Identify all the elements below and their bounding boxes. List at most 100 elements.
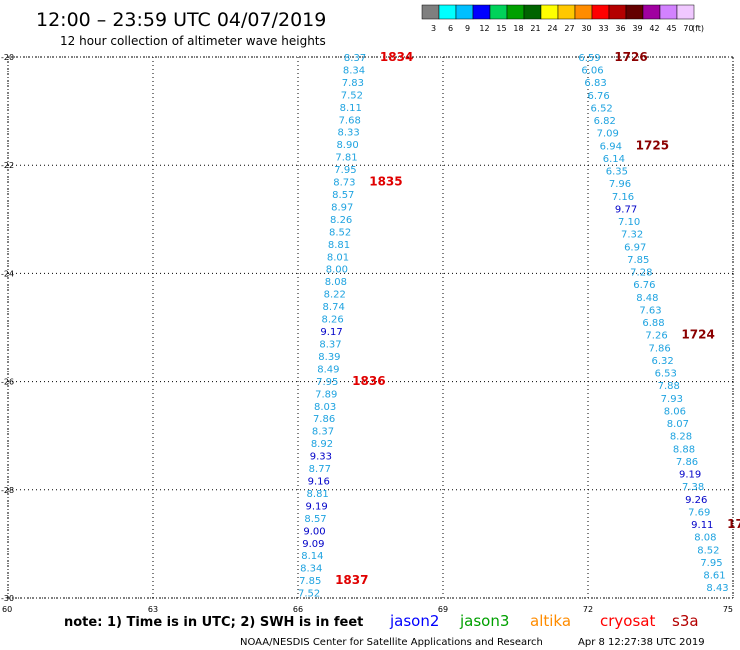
wave-height-value: 9.11 xyxy=(691,520,713,531)
legend-label: 12 xyxy=(479,24,489,33)
legend-label: 6 xyxy=(448,24,453,33)
legend-label: (ft) xyxy=(692,24,704,33)
time-label: 1837 xyxy=(335,573,368,587)
legend-swatch xyxy=(506,4,525,20)
wave-height-value: 8.73 xyxy=(333,178,355,189)
x-tick-label: 72 xyxy=(583,605,593,614)
color-scale-legend: 3 6 9 12 15 18 21 24 27 30 33 36 39 42 45 70(ft) xyxy=(421,4,704,33)
wave-height-value: 8.26 xyxy=(321,315,343,326)
wave-height-value: 7.86 xyxy=(313,414,335,425)
wave-height-value: 9.19 xyxy=(679,470,701,481)
wave-height-value: 8.34 xyxy=(300,564,322,575)
legend-label: 15 xyxy=(496,24,506,33)
y-tick-label: -22 xyxy=(1,161,14,170)
wave-height-value: 6.35 xyxy=(606,167,628,178)
wave-height-value: 8.90 xyxy=(336,140,358,151)
wave-height-value: 8.08 xyxy=(325,277,347,288)
wave-height-value: 8.97 xyxy=(331,202,353,213)
wave-height-value: 6.88 xyxy=(642,318,664,329)
wave-height-value: 7.52 xyxy=(298,589,320,600)
wave-height-value: 8.57 xyxy=(304,514,326,525)
wave-height-value: 8.08 xyxy=(694,533,716,544)
track-2: 6.596.066.836.766.526.827.096.946.146.35… xyxy=(578,50,740,594)
time-label: 172. xyxy=(727,517,740,531)
plot-area: 60 63 66 69 72 75-20-22-24-26-28-30 8.378.347… xyxy=(1,50,740,614)
wave-height-value: 7.09 xyxy=(597,129,619,140)
legend-label: 9 xyxy=(465,24,470,33)
wave-height-value: 8.74 xyxy=(323,302,345,313)
satellite-jason2: jason2 xyxy=(389,612,439,630)
legend-swatch xyxy=(676,4,695,20)
wave-height-value: 6.97 xyxy=(624,242,646,253)
wave-height-value: 7.10 xyxy=(618,217,640,228)
wave-height-value: 6.06 xyxy=(581,66,603,77)
legend-swatch xyxy=(659,4,678,20)
wave-height-value: 7.95 xyxy=(334,165,356,176)
time-label: 1724 xyxy=(681,328,714,342)
axis-ticks: 60 63 66 69 72 75 -20 -22 -24 -26 -28 -30 xyxy=(1,53,733,614)
wave-height-value: 6.53 xyxy=(655,369,677,380)
wave-height-value: 7.89 xyxy=(315,389,337,400)
wave-height-value: 7.85 xyxy=(627,255,649,266)
wave-height-value: 6.14 xyxy=(603,154,625,165)
wave-height-value: 7.96 xyxy=(609,179,631,190)
wave-height-value: 8.37 xyxy=(344,53,366,64)
wave-height-value: 8.34 xyxy=(343,65,365,76)
wave-height-value: 9.26 xyxy=(685,495,707,506)
wave-height-value: 6.52 xyxy=(591,103,613,114)
legend-label: 36 xyxy=(615,24,625,33)
wave-height-value: 8.28 xyxy=(670,432,692,443)
legend-swatch xyxy=(472,4,491,20)
wave-height-value: 8.81 xyxy=(328,240,350,251)
timestamp-text: Apr 8 12:27:38 UTC 2019 xyxy=(578,637,705,648)
wave-height-value: 7.32 xyxy=(621,230,643,241)
time-label: 1834 xyxy=(380,50,413,64)
wave-height-value: 7.95 xyxy=(700,558,722,569)
y-tick-label: -28 xyxy=(1,486,14,495)
satellite-legend: jason2 jason3 altika cryosat s3a xyxy=(389,612,699,630)
x-tick-label: 63 xyxy=(148,605,158,614)
wave-height-value: 8.03 xyxy=(314,402,336,413)
page-subtitle: 12 hour collection of altimeter wave hei… xyxy=(60,34,326,48)
legend-swatch xyxy=(540,4,559,20)
wave-height-value: 9.17 xyxy=(320,327,342,338)
wave-height-value: 8.01 xyxy=(327,252,349,263)
wave-height-value: 7.68 xyxy=(339,115,361,126)
wave-height-value: 7.86 xyxy=(676,457,698,468)
grid-lines xyxy=(7,56,734,599)
wave-height-value: 8.14 xyxy=(301,551,323,562)
wave-height-value: 9.09 xyxy=(302,539,324,550)
y-tick-label: -26 xyxy=(1,378,14,387)
wave-height-value: 7.88 xyxy=(658,381,680,392)
wave-height-value: 7.69 xyxy=(688,507,710,518)
time-label: 1725 xyxy=(636,138,669,152)
wave-height-value: 8.57 xyxy=(332,190,354,201)
wave-height-value: 6.76 xyxy=(633,280,655,291)
wave-height-value: 7.93 xyxy=(661,394,683,405)
wave-height-value: 8.48 xyxy=(636,293,658,304)
time-label: 1835 xyxy=(369,175,402,189)
wave-height-value: 7.81 xyxy=(335,153,357,164)
wave-height-value: 8.00 xyxy=(326,265,348,276)
legend-swatch xyxy=(591,4,610,20)
legend-label: 45 xyxy=(666,24,676,33)
legend-swatch xyxy=(574,4,593,20)
legend-label: 70 xyxy=(683,24,693,33)
wave-height-value: 7.85 xyxy=(299,576,321,587)
legend-label: 30 xyxy=(581,24,591,33)
y-tick-label: -30 xyxy=(1,594,14,603)
wave-height-value: 7.83 xyxy=(342,78,364,89)
legend-swatch xyxy=(608,4,627,20)
time-label: 1726 xyxy=(614,50,647,64)
wave-height-value: 8.43 xyxy=(706,583,728,594)
wave-height-value: 7.38 xyxy=(682,482,704,493)
legend-label: 18 xyxy=(513,24,523,33)
legend-label: 27 xyxy=(564,24,574,33)
credit-text: NOAA/NESDIS Center for Satellite Applica… xyxy=(240,637,543,648)
x-tick-label: 66 xyxy=(293,605,303,614)
legend-label: 21 xyxy=(530,24,540,33)
wave-height-value: 7.26 xyxy=(645,331,667,342)
wave-height-value: 6.82 xyxy=(594,116,616,127)
wave-height-value: 6.83 xyxy=(584,78,606,89)
wave-height-value: 8.37 xyxy=(312,427,334,438)
